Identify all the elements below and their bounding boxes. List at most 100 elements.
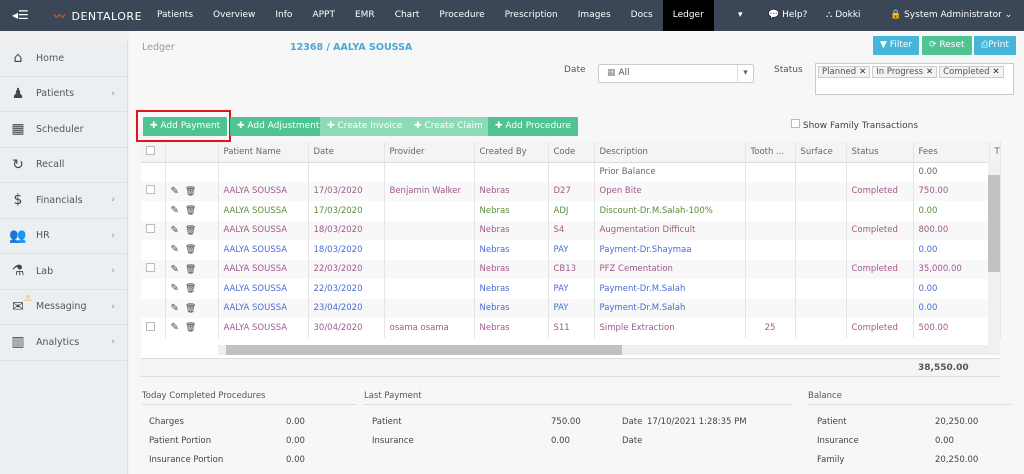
trash-icon[interactable]: 🗑 (184, 225, 197, 236)
column-header[interactable]: Provider (384, 142, 475, 163)
scrollbar-thumb[interactable] (226, 345, 622, 355)
help-link[interactable]: 💬 Help? (768, 0, 807, 31)
trash-icon[interactable]: 🗑 (184, 284, 197, 295)
trash-icon[interactable]: 🗑 (184, 186, 197, 197)
sidebar-item-patients[interactable]: ♟ Patients › (0, 77, 127, 112)
patient-header[interactable]: 12368 / AALYA SOUSSA (290, 42, 413, 53)
branch-selector[interactable]: ⛬ Dokki (826, 0, 861, 31)
trash-icon[interactable]: 🗑 (184, 206, 197, 217)
table-row[interactable]: ✎ 🗑 AALYA SOUSSA 23/04/2020 Nebras PAY Payment… (141, 298, 1001, 318)
column-header[interactable]: Patient Name (218, 142, 309, 163)
table-row[interactable]: ✎ 🗑 AALYA SOUSSA 17/03/2020 Benjamin Walker N… (141, 181, 1001, 201)
lock-icon: 🔒 (890, 10, 902, 20)
menu-toggle-icon[interactable]: ◂☰ (12, 8, 29, 22)
top-navbar: ◂☰ 〰 DENTALORE Patients Overview Info APPT EM… (0, 0, 1024, 31)
nav-procedure[interactable]: Procedure (439, 10, 485, 20)
edit-icon[interactable]: ✎ (170, 283, 179, 295)
create-claim-button[interactable]: ✚ Create Claim (407, 117, 490, 136)
select-all-checkbox[interactable] (146, 145, 155, 155)
column-header[interactable]: T (989, 142, 1001, 163)
edit-icon[interactable]: ✎ (170, 205, 179, 217)
add-procedure-button[interactable]: ✚ Add Procedure (488, 117, 578, 136)
row-checkbox[interactable] (146, 185, 155, 195)
sidebar-item-scheduler[interactable]: ▦ Scheduler (0, 112, 127, 148)
row-checkbox[interactable] (146, 321, 155, 331)
date-select[interactable]: ▦ All ▾ (598, 64, 754, 83)
nav-prescription[interactable]: Prescription (504, 10, 558, 20)
nav-more-dropdown-icon[interactable]: ▾ (738, 10, 743, 20)
nav-images[interactable]: Images (577, 10, 611, 20)
table-row[interactable]: ✎ 🗑 AALYA SOUSSA 22/03/2020 Nebras CB13 PFZ Ce… (141, 259, 1001, 279)
nav-overview[interactable]: Overview (213, 10, 256, 20)
column-header[interactable]: Tooth ... (745, 142, 796, 163)
remove-tag-icon[interactable]: ✕ (856, 67, 867, 77)
trash-icon[interactable]: 🗑 (184, 323, 197, 334)
scrollbar-thumb[interactable] (988, 175, 1000, 272)
edit-icon[interactable]: ✎ (170, 224, 179, 236)
cell-tooth (745, 201, 796, 221)
row-actions-cell: ✎ 🗑 (165, 181, 219, 201)
horizontal-scrollbar[interactable] (218, 345, 988, 355)
sidebar-item-lab[interactable]: ⚗ Lab › (0, 254, 127, 290)
edit-icon[interactable]: ✎ (170, 263, 179, 275)
cell-patient: AALYA SOUSSA (218, 298, 309, 318)
table-row[interactable]: ✎ 🗑 AALYA SOUSSA 30/04/2020 osama osama Nebra… (141, 318, 1001, 338)
print-button[interactable]: ⎙Print (974, 36, 1016, 55)
checkbox[interactable] (791, 119, 800, 128)
row-checkbox[interactable] (146, 263, 155, 273)
cell-surface (795, 279, 847, 299)
remove-tag-icon[interactable]: ✕ (923, 67, 934, 77)
table-row[interactable]: ✎ 🗑 AALYA SOUSSA 22/03/2020 Nebras PAY Payment… (141, 279, 1001, 299)
sidebar-item-messaging[interactable]: ✉ ⚠ Messaging › (0, 290, 127, 325)
table-row[interactable]: ✎ 🗑 AALYA SOUSSA 17/03/2020 Nebras ADJ Discoun… (141, 201, 1001, 221)
add-adjustment-button[interactable]: ✚ Add Adjustment (230, 117, 327, 136)
sidebar-item-label: Patients (36, 88, 75, 100)
nav-chart[interactable]: Chart (394, 10, 420, 20)
sidebar-item-analytics[interactable]: ▥ Analytics › (0, 325, 127, 361)
last-payment-label: Insurance (372, 436, 414, 446)
column-header[interactable] (165, 142, 219, 163)
nav-info[interactable]: Info (275, 10, 293, 20)
column-header[interactable]: Created By (474, 142, 549, 163)
column-header[interactable]: Code (548, 142, 595, 163)
column-header[interactable]: Surface (795, 142, 847, 163)
create-invoice-button[interactable]: ✚ Create Invoice (320, 117, 410, 136)
sidebar-item-hr[interactable]: 👥 HR › (0, 219, 127, 254)
cell-created: Nebras (474, 318, 549, 338)
sidebar-item-home[interactable]: ⌂ Home (0, 41, 127, 77)
column-header[interactable]: Date (308, 142, 385, 163)
filter-button[interactable]: ▼ Filter (873, 36, 920, 55)
column-header[interactable]: Description (594, 142, 746, 163)
column-header[interactable]: Status (846, 142, 914, 163)
trash-icon[interactable]: 🗑 (184, 303, 197, 314)
edit-icon[interactable]: ✎ (170, 322, 179, 334)
edit-icon[interactable]: ✎ (170, 302, 179, 314)
table-row[interactable]: ✎ 🗑 AALYA SOUSSA 18/03/2020 Nebras PAY Payment… (141, 240, 1001, 260)
nav-docs[interactable]: Docs (630, 10, 653, 20)
trash-icon[interactable]: 🗑 (184, 264, 197, 275)
sidebar-item-recall[interactable]: ↻ Recall (0, 148, 127, 183)
vertical-scrollbar[interactable] (988, 161, 1000, 355)
table-row[interactable]: ✎ 🗑 AALYA SOUSSA 18/03/2020 Nebras S4 Augmenta… (141, 220, 1001, 240)
cell-tooth (745, 162, 796, 182)
column-header[interactable]: Fees (913, 142, 990, 163)
add-payment-button[interactable]: ✚ Add Payment (143, 117, 228, 136)
nav-appt[interactable]: APPT (312, 10, 335, 20)
status-multiselect[interactable]: Planned ✕ In Progress ✕ Completed ✕ (815, 63, 1014, 95)
edit-icon[interactable]: ✎ (170, 185, 179, 197)
column-header[interactable] (141, 142, 166, 163)
nav-emr[interactable]: EMR (354, 10, 375, 20)
edit-icon[interactable]: ✎ (170, 244, 179, 256)
brand-logo[interactable]: 〰 DENTALORE (54, 8, 142, 24)
sidebar-item-financials[interactable]: $ Financials › (0, 183, 127, 219)
remove-tag-icon[interactable]: ✕ (989, 67, 1000, 77)
show-family-checkbox[interactable]: Show Family Transactions (791, 119, 918, 131)
user-menu[interactable]: 🔒 System Administrator ⌄ (890, 0, 1012, 31)
status-tag-label: Completed (943, 67, 990, 77)
nav-patients[interactable]: Patients (157, 10, 194, 20)
reset-button[interactable]: ⟳ Reset (922, 36, 972, 55)
nav-ledger[interactable]: Ledger (662, 0, 714, 31)
trash-icon[interactable]: 🗑 (184, 245, 197, 256)
row-checkbox[interactable] (146, 224, 155, 234)
